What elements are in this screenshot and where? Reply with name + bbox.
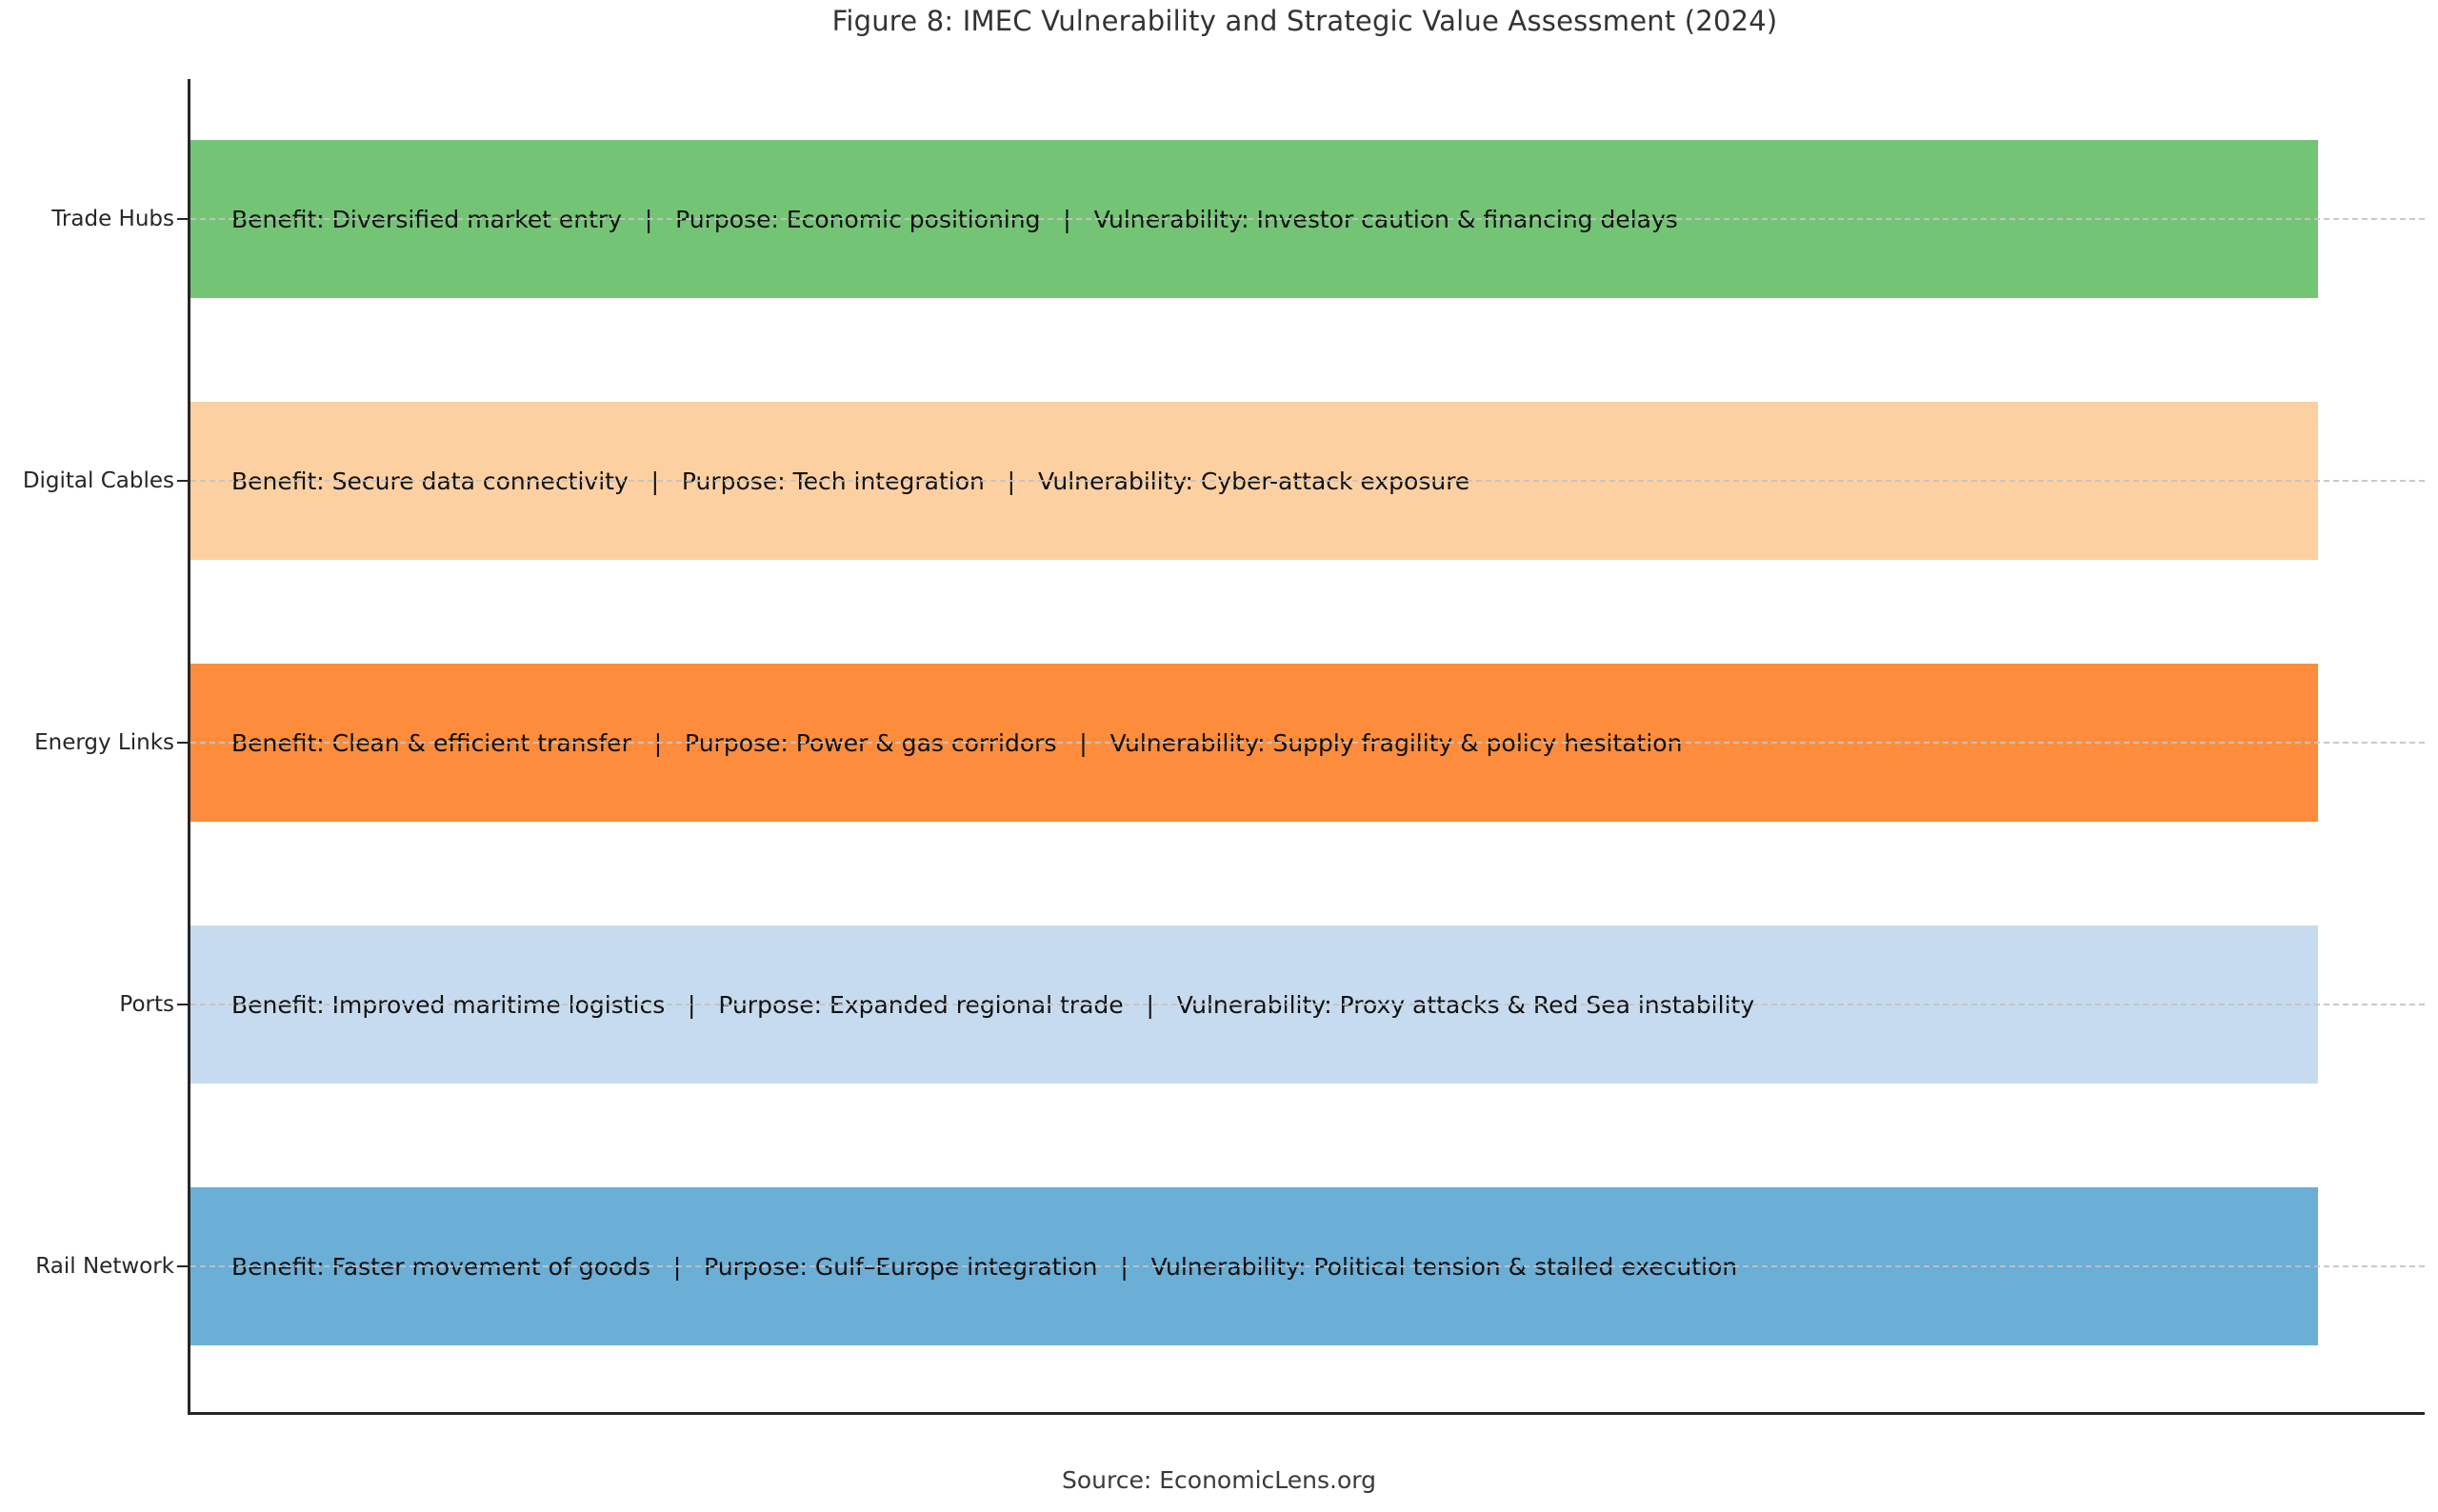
y-axis-tick [177, 480, 188, 482]
y-tick-label-digital-cables: Digital Cables [22, 468, 174, 493]
y-axis-tick [177, 742, 188, 744]
y-tick-label-energy-links: Energy Links [34, 730, 174, 755]
gridline [190, 1004, 2425, 1005]
y-axis-tick-labels: Trade Hubs Digital Cables Energy Links P… [0, 79, 174, 1412]
plot-area: Benefit: Diversified market entry | Purp… [177, 79, 2425, 1415]
y-axis-tick [177, 218, 188, 220]
y-axis-tick [177, 1265, 188, 1267]
y-axis-tick [177, 1004, 188, 1005]
chart-title: Figure 8: IMEC Vulnerability and Strateg… [831, 5, 1778, 37]
y-tick-label-ports: Ports [119, 992, 174, 1017]
gridline [190, 1265, 2425, 1267]
gridline [190, 742, 2425, 744]
gridline [190, 480, 2425, 482]
y-tick-label-trade-hubs: Trade Hubs [51, 207, 174, 231]
y-tick-label-rail-network: Rail Network [35, 1254, 174, 1279]
source-caption: Source: EconomicLens.org [1062, 1466, 1376, 1494]
gridline [190, 218, 2425, 220]
